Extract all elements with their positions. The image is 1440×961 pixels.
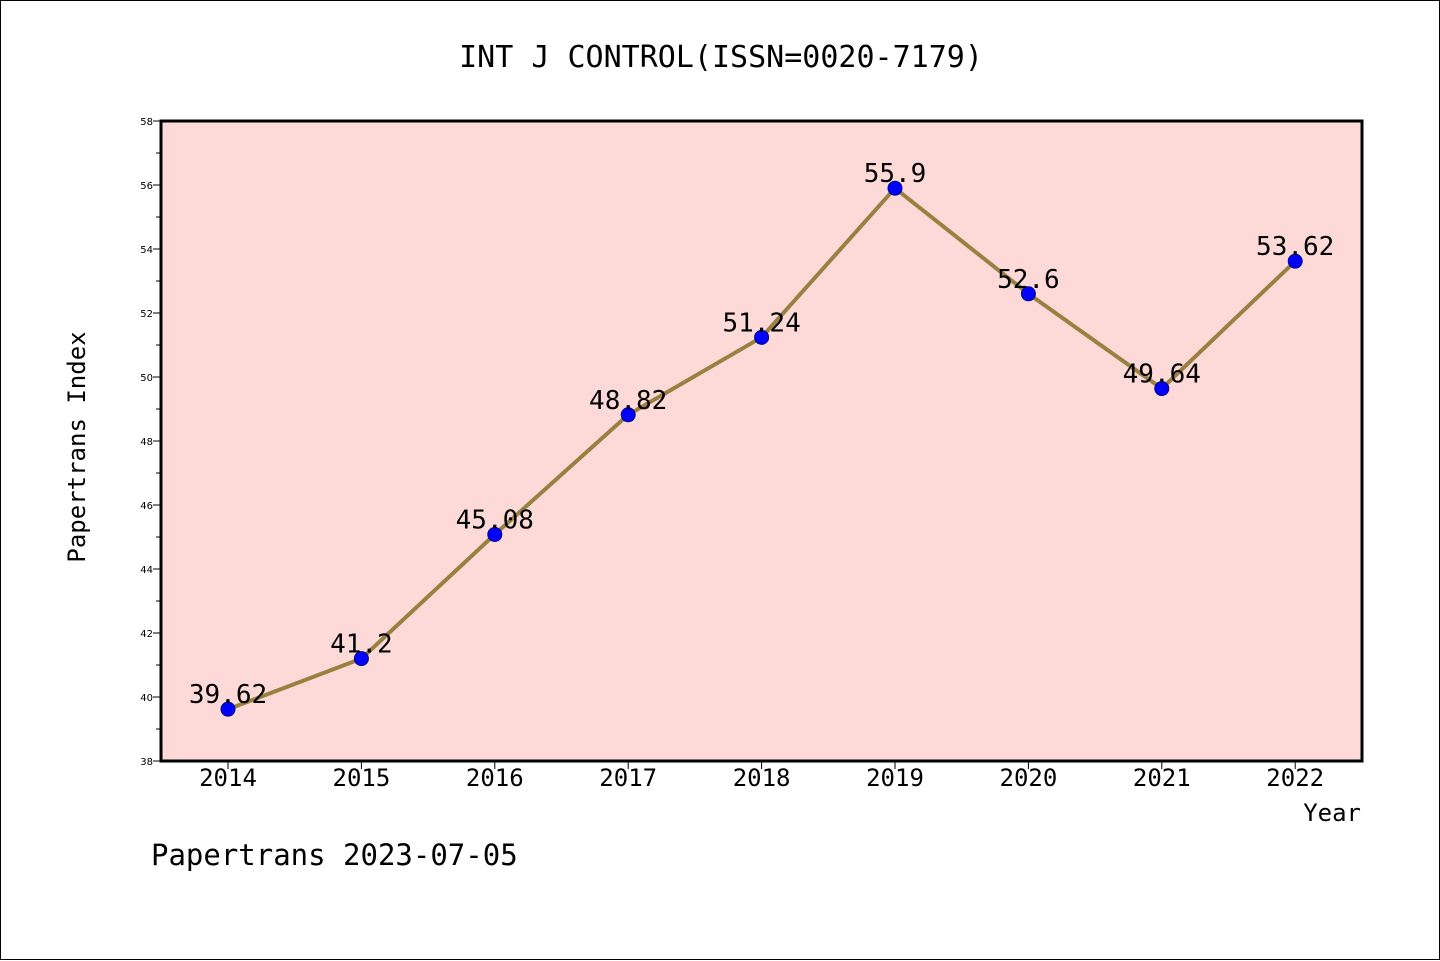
data-label: 45.08 (456, 505, 534, 535)
y-tick-label: 40 (140, 693, 153, 704)
x-tick-label: 2018 (733, 764, 791, 792)
data-point-marker (1287, 253, 1303, 269)
markers-group (220, 180, 1303, 717)
data-label: 51.24 (722, 308, 800, 338)
data-label: 49.64 (1123, 360, 1201, 390)
data-label: 39.62 (189, 680, 267, 710)
data-point-marker (620, 407, 636, 423)
x-axis-label: Year (1303, 799, 1361, 827)
x-tick-label: 2015 (333, 764, 391, 792)
y-axis-label: Papertrans Index (63, 331, 91, 562)
data-point-marker (1154, 381, 1170, 397)
x-tick-label: 2019 (866, 764, 924, 792)
x-tick-label: 2022 (1266, 764, 1324, 792)
y-tick-label: 52 (140, 309, 153, 320)
data-label: 41.2 (330, 630, 393, 660)
y-axis: 38 40 42 44 46 48 50 52 54 56 58 (140, 117, 161, 768)
footer-text: Papertrans 2023-07-05 (151, 838, 518, 872)
data-point-marker (1020, 286, 1036, 302)
y-tick-label: 50 (140, 373, 153, 384)
chart-title: INT J CONTROL(ISSN=0020-7179) (459, 40, 983, 75)
data-label: 48.82 (589, 386, 667, 416)
x-tick-label: 2014 (199, 764, 257, 792)
y-tick-label: 42 (140, 629, 153, 640)
y-tick-label: 56 (140, 181, 153, 192)
y-tick-label: 48 (140, 437, 153, 448)
data-point-marker (353, 651, 369, 667)
data-point-marker (487, 526, 503, 542)
y-tick-label: 38 (140, 757, 153, 768)
data-label: 55.9 (864, 159, 927, 189)
x-axis: 2014 2015 2016 2017 2018 2019 2020 2021 2022 (199, 761, 1324, 792)
y-tick-label: 54 (140, 245, 153, 256)
data-label: 53.62 (1256, 232, 1334, 262)
data-labels-group: 39.62 41.2 45.08 48.82 51.24 55.9 52.6 49.64 53.… (189, 159, 1334, 710)
y-tick-label: 58 (140, 117, 153, 128)
x-tick-label: 2021 (1133, 764, 1191, 792)
y-tick-label: 44 (140, 565, 153, 576)
data-label: 52.6 (997, 265, 1060, 295)
data-point-marker (754, 329, 770, 345)
y-tick-label: 46 (140, 501, 153, 512)
x-tick-label: 2017 (599, 764, 657, 792)
x-tick-label: 2020 (1000, 764, 1058, 792)
data-point-marker (887, 180, 903, 196)
data-point-marker (220, 701, 236, 717)
x-tick-label: 2016 (466, 764, 524, 792)
